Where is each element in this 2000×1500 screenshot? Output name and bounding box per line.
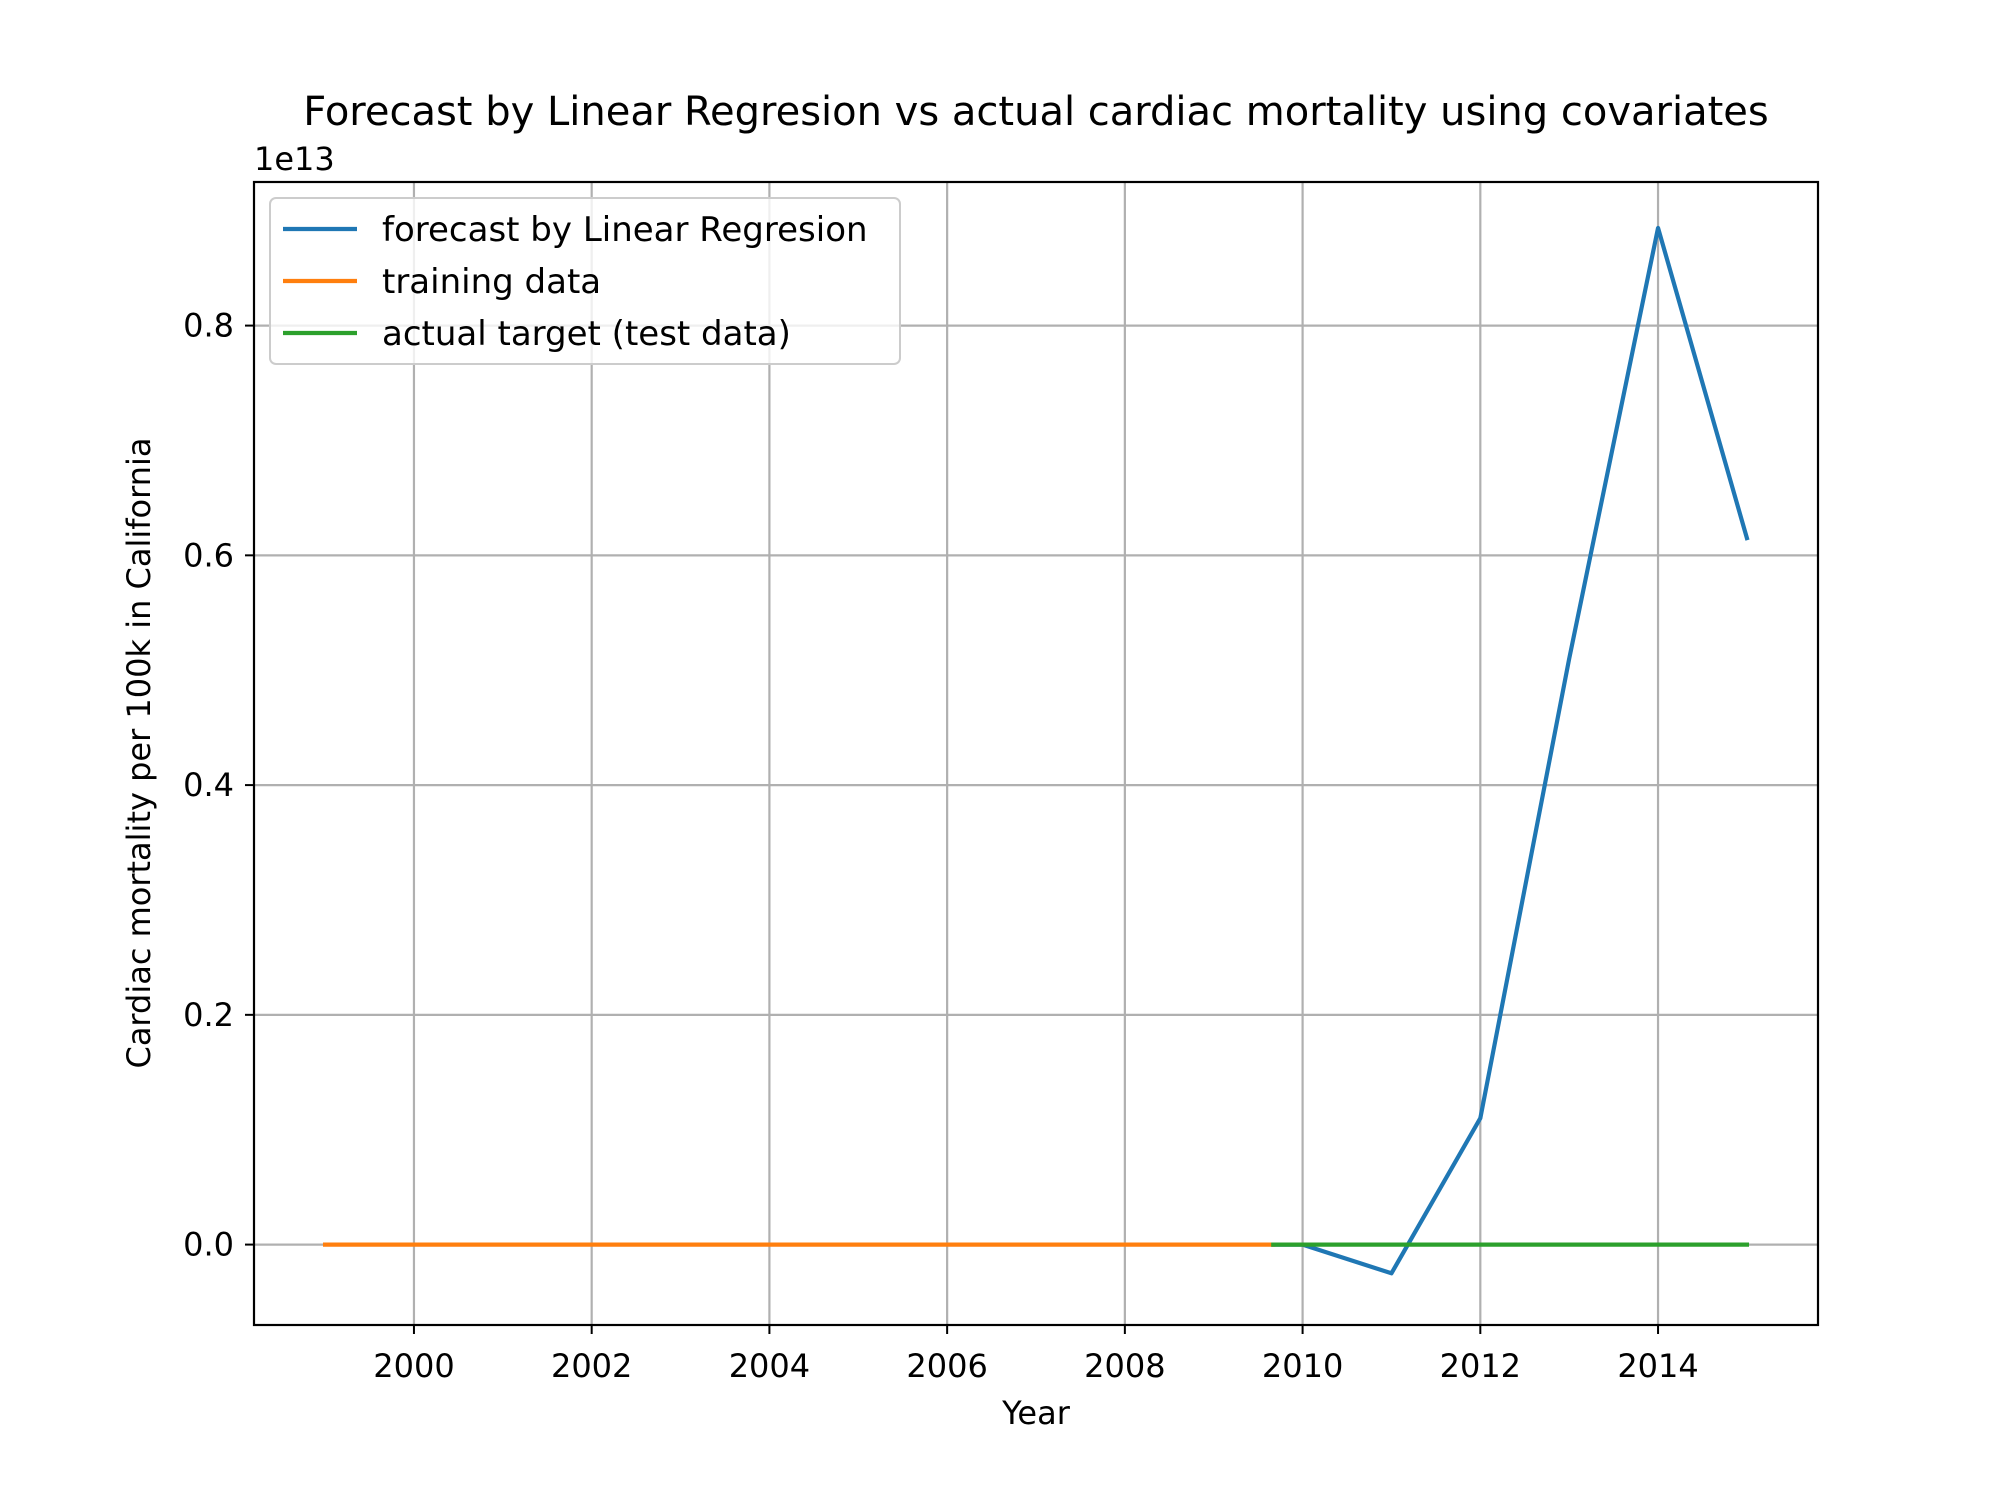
y-axis-label: Cardiac mortality per 100k in California xyxy=(120,437,158,1068)
x-tick-label: 2006 xyxy=(906,1347,987,1385)
x-tick-label: 2014 xyxy=(1617,1347,1698,1385)
x-axis-label: Year xyxy=(1001,1394,1071,1432)
legend: forecast by Linear Regresion training dat… xyxy=(269,197,901,365)
x-tick-label: 2002 xyxy=(551,1347,632,1385)
chart-title: Forecast by Linear Regresion vs actual c… xyxy=(303,89,1769,135)
y-tick-label: 0.8 xyxy=(183,307,234,345)
legend-label: training data xyxy=(382,262,601,302)
plot-frame xyxy=(252,180,1820,1327)
y-offset-label: 1e13 xyxy=(254,140,335,178)
legend-box xyxy=(269,197,901,365)
x-tick-label: 2010 xyxy=(1262,1347,1343,1385)
x-tick-label: 2000 xyxy=(373,1347,454,1385)
x-tick-label: 2004 xyxy=(729,1347,810,1385)
y-tick-label: 0.4 xyxy=(183,766,234,804)
y-tick-label: 0.2 xyxy=(183,996,234,1034)
x-tick-label: 2008 xyxy=(1084,1347,1165,1385)
plot-lines xyxy=(322,225,1750,1276)
legend-label: actual target (test data) xyxy=(382,314,791,354)
legend-label: forecast by Linear Regresion xyxy=(382,210,868,250)
x-tick-label: 2012 xyxy=(1440,1347,1521,1385)
y-tick-label: 0.0 xyxy=(183,1226,234,1264)
axis-ticks: 2000 2002 2004 2006 2008 2010 2012 2014 0.0 0.2 0.… xyxy=(183,307,1699,1385)
y-tick-label: 0.6 xyxy=(183,536,234,574)
